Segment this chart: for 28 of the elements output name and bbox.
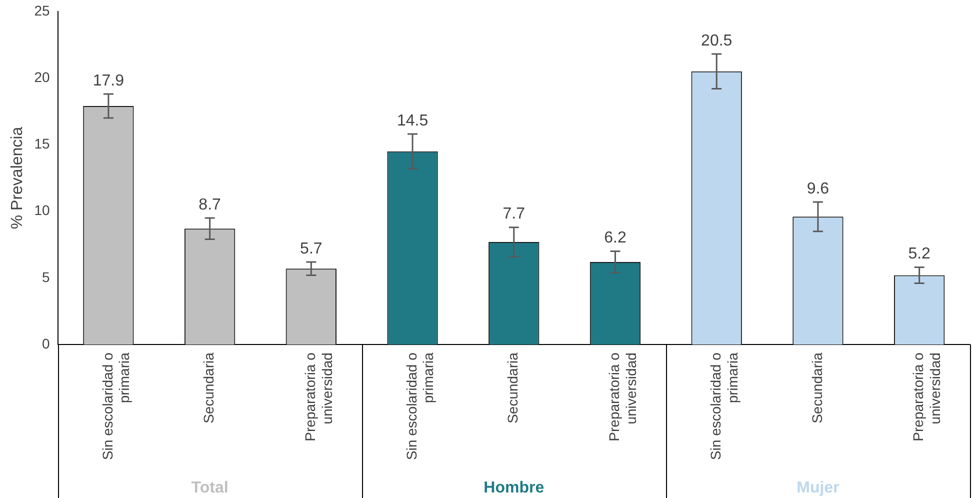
data-label: 7.7 — [502, 206, 526, 223]
x-tick-label: Preparatoria o universidad — [606, 352, 639, 442]
y-tick-label: 5 — [42, 268, 50, 285]
data-label: 14.5 — [396, 112, 428, 130]
x-tick-label: Sin escolaridad o primaria — [403, 352, 436, 460]
data-label: 8.7 — [198, 196, 222, 214]
text: Hombre — [484, 479, 544, 496]
x-tick-label: Preparatoria o universidad — [910, 352, 943, 442]
y-tick-label: 10 — [34, 202, 50, 218]
x-tick-label: Sin escolaridad o primaria — [707, 352, 740, 460]
data-label: 6.2 — [604, 230, 626, 247]
y-tick-label: 0 — [42, 335, 50, 352]
data-label: 5.7 — [300, 240, 322, 258]
y-axis-title: % Prevalencia — [9, 126, 26, 230]
data-label: 20.5 — [701, 32, 732, 50]
y-tick-label: 20 — [34, 68, 50, 85]
text: Total — [191, 479, 228, 496]
data-label: 17.9 — [92, 72, 124, 90]
data-label: 5.2 — [908, 246, 931, 263]
x-tick-label: Secundaria — [200, 352, 217, 424]
y-tick-label: 25 — [34, 2, 50, 18]
x-tick-label: Preparatoria o universidad — [302, 352, 335, 442]
x-tick-label: Sin escolaridad o primaria — [99, 352, 132, 460]
text: Mujer — [796, 479, 840, 496]
y-tick-label: 15 — [34, 136, 50, 152]
data-label: 9.6 — [806, 180, 830, 198]
x-tick-label: Secundaria — [808, 352, 825, 424]
x-tick-label: Secundaria — [504, 352, 521, 424]
